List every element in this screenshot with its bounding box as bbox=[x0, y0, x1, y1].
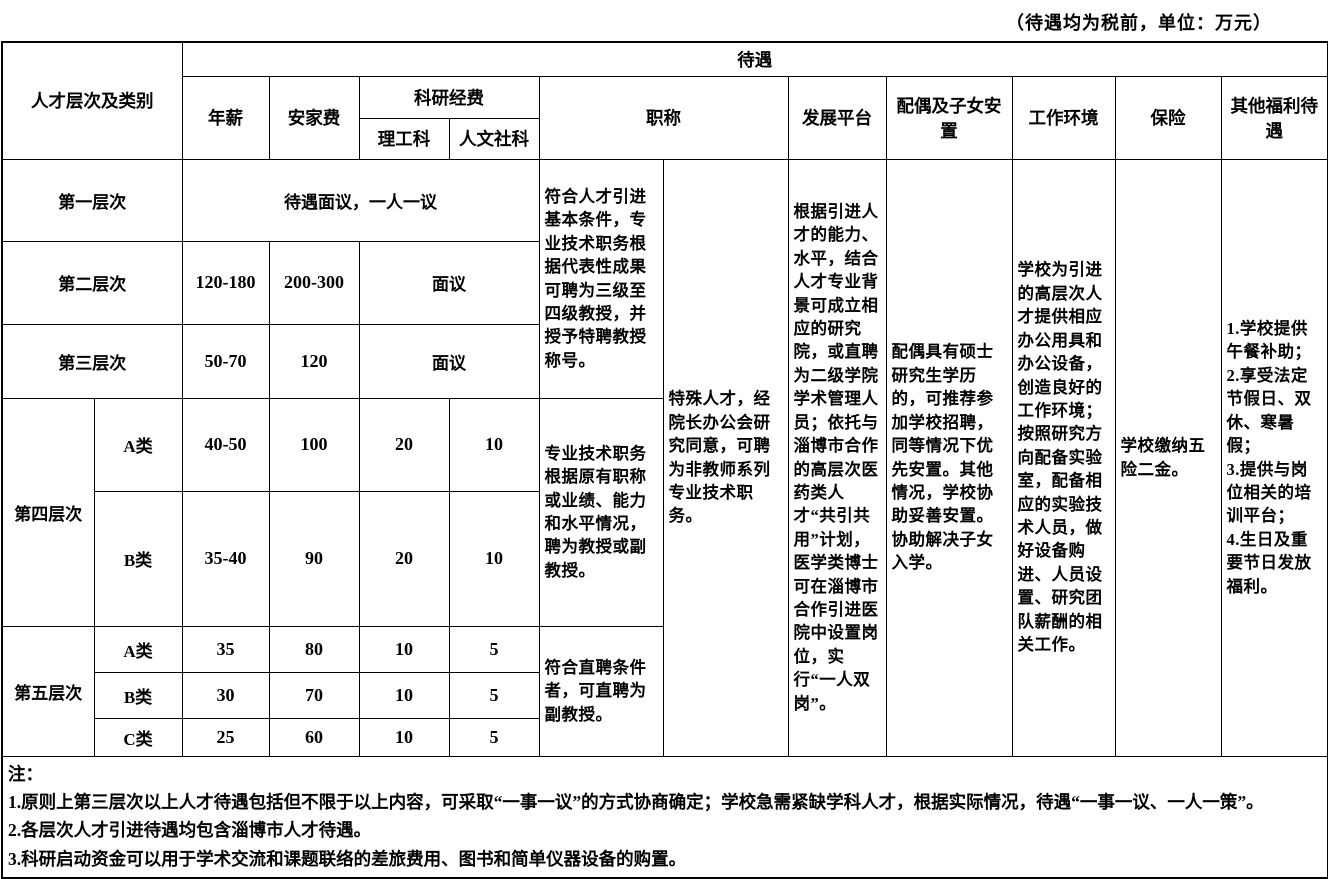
cell-tier1-negotiable: 待遇面议，一人一议 bbox=[181, 158, 540, 242]
cell-title-tier5: 符合直聘条件者，可直聘为副教授。 bbox=[538, 625, 664, 757]
header-spouse-children: 配偶及子女安置 bbox=[885, 75, 1013, 160]
cell-tier4a-label: A类 bbox=[93, 397, 183, 492]
cell-tier5c-stem: 10 bbox=[358, 717, 450, 757]
cell-development-platform: 根据引进人才的能力、水平，结合人才专业背景可成立相应的研究院，或直聘为二级学院学… bbox=[787, 158, 887, 757]
cell-tier5b-humanities: 5 bbox=[448, 671, 540, 719]
cell-tier4a-annual-salary: 40-50 bbox=[181, 397, 270, 492]
header-research-fund: 科研经费 bbox=[358, 75, 540, 119]
cell-tier5c-humanities: 5 bbox=[448, 717, 540, 757]
notes-cell: 注： 1.原则上第三层次以上人才待遇包括但不限于以上内容，可采取“一事一议”的方… bbox=[1, 755, 1328, 879]
cell-tier5b-settling: 70 bbox=[268, 671, 360, 719]
cell-tier4b-humanities: 10 bbox=[448, 490, 540, 627]
cell-tier5a-stem: 10 bbox=[358, 625, 450, 673]
cell-tier2-fund: 面议 bbox=[358, 240, 540, 325]
note-item-1: 1.原则上第三层次以上人才待遇包括但不限于以上内容，可采取“一事一议”的方式协商… bbox=[8, 791, 1264, 812]
cell-tier3-label: 第三层次 bbox=[1, 323, 183, 399]
cell-title-special: 特殊人才，经院长办公会研究同意，可聘为非教师系列专业技术职务。 bbox=[662, 158, 789, 757]
cell-tier4a-stem: 20 bbox=[358, 397, 450, 492]
cell-tier2-label: 第二层次 bbox=[1, 240, 183, 325]
header-insurance: 保险 bbox=[1114, 75, 1222, 160]
cell-tier4b-label: B类 bbox=[93, 490, 183, 627]
note-item-2: 2.各层次人才引进待遇均包含淄博市人才待遇。 bbox=[8, 820, 372, 841]
cell-insurance: 学校缴纳五险二金。 bbox=[1114, 158, 1222, 757]
cell-tier5-label: 第五层次 bbox=[1, 625, 95, 757]
cell-tier4b-stem: 20 bbox=[358, 490, 450, 627]
header-development-platform: 发展平台 bbox=[787, 75, 887, 160]
cell-tier3-annual-salary: 50-70 bbox=[181, 323, 270, 399]
cell-work-environment: 学校为引进的高层次人才提供相应办公用具和办公设备，创造良好的工作环境；按照研究方… bbox=[1011, 158, 1116, 757]
header-treatment: 待遇 bbox=[181, 41, 1328, 77]
benefits-table: 人才层次及类别 待遇 年薪 安家费 科研经费 职称 发展平台 配偶及子女安置 工… bbox=[1, 41, 1328, 879]
cell-tier5b-stem: 10 bbox=[358, 671, 450, 719]
cell-tier3-settling: 120 bbox=[268, 323, 360, 399]
cell-tier4b-annual-salary: 35-40 bbox=[181, 490, 270, 627]
notes-label: 注： bbox=[8, 763, 43, 784]
cell-spouse-children: 配偶具有硕士研究生学历的，可推荐参加学校招聘，同等情况下优先安置。其他情况，学校… bbox=[885, 158, 1013, 757]
header-talent-level: 人才层次及类别 bbox=[1, 41, 183, 160]
cell-tier5a-settling: 80 bbox=[268, 625, 360, 673]
header-humanities: 人文社科 bbox=[448, 117, 540, 160]
cell-tier4b-settling: 90 bbox=[268, 490, 360, 627]
cell-other-benefits: 1.学校提供午餐补助； 2.享受法定节假日、双休、寒暑假； 3.提供与岗位相关的… bbox=[1220, 158, 1328, 757]
cell-tier5a-label: A类 bbox=[93, 625, 183, 673]
cell-tier4-label: 第四层次 bbox=[1, 397, 95, 627]
header-work-environment: 工作环境 bbox=[1011, 75, 1116, 160]
cell-tier2-annual-salary: 120-180 bbox=[181, 240, 270, 325]
header-settling-allowance: 安家费 bbox=[268, 75, 360, 160]
cell-tier5c-settling: 60 bbox=[268, 717, 360, 757]
note-item-3: 3.科研启动资金可以用于学术交流和课题联络的差旅费用、图书和简单仪器设备的购置。 bbox=[8, 848, 687, 869]
cell-tier4a-settling: 100 bbox=[268, 397, 360, 492]
cell-tier1-label: 第一层次 bbox=[1, 158, 183, 242]
cell-tier5c-annual-salary: 25 bbox=[181, 717, 270, 757]
cell-tier5b-label: B类 bbox=[93, 671, 183, 719]
cell-tier5a-humanities: 5 bbox=[448, 625, 540, 673]
header-professional-title: 职称 bbox=[538, 75, 789, 160]
cell-tier5a-annual-salary: 35 bbox=[181, 625, 270, 673]
cell-tier5b-annual-salary: 30 bbox=[181, 671, 270, 719]
cell-tier4a-humanities: 10 bbox=[448, 397, 540, 492]
cell-title-tier4: 专业技术职务根据原有职称或业绩、能力和水平情况，聘为教授或副教授。 bbox=[538, 397, 664, 627]
header-other-benefits: 其他福利待遇 bbox=[1220, 75, 1328, 160]
cell-tier2-settling: 200-300 bbox=[268, 240, 360, 325]
header-stem: 理工科 bbox=[358, 117, 450, 160]
cell-tier3-fund: 面议 bbox=[358, 323, 540, 399]
cell-title-tier123: 符合人才引进基本条件，专业技术职务根据代表性成果可聘为三级至四级教授，并授予特聘… bbox=[538, 158, 664, 399]
header-annual-salary: 年薪 bbox=[181, 75, 270, 160]
table-caption: （待遇均为税前，单位：万元） bbox=[1006, 13, 1272, 33]
cell-tier5c-label: C类 bbox=[93, 717, 183, 757]
